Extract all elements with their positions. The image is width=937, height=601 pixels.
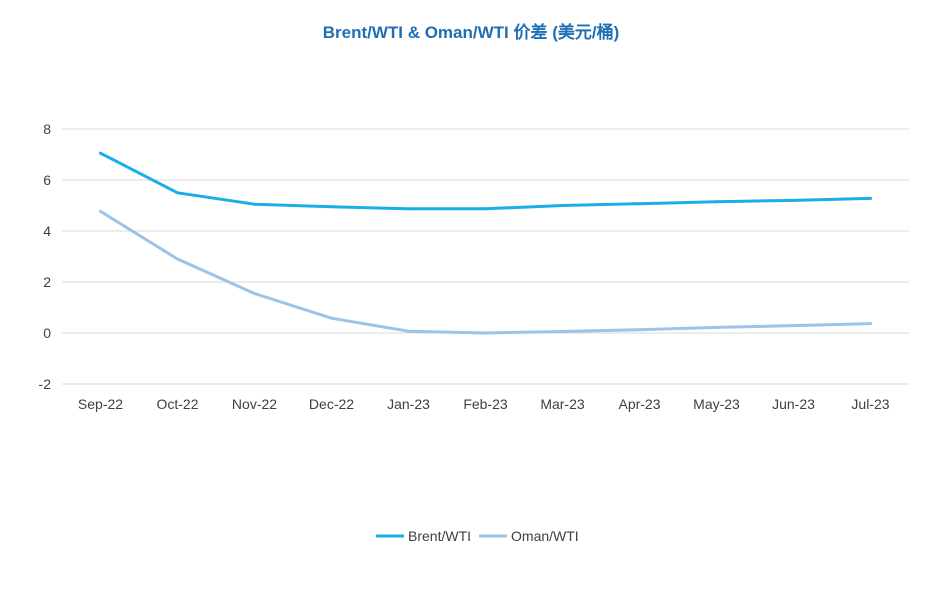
data-point bbox=[792, 198, 795, 202]
series-lines bbox=[99, 151, 872, 335]
data-point bbox=[176, 257, 179, 261]
data-point bbox=[715, 200, 718, 204]
x-tick-label: Jul-23 bbox=[851, 396, 889, 412]
data-point bbox=[330, 316, 333, 320]
x-tick-label: Mar-23 bbox=[540, 396, 585, 412]
data-point bbox=[99, 209, 102, 213]
data-point bbox=[407, 329, 410, 333]
y-tick-label: 0 bbox=[43, 325, 51, 341]
series-line-brent-wti bbox=[99, 151, 872, 211]
data-point bbox=[869, 196, 872, 200]
data-point bbox=[176, 191, 179, 195]
data-point bbox=[638, 328, 641, 332]
data-point bbox=[484, 207, 487, 211]
data-point bbox=[561, 329, 564, 333]
legend-label: Oman/WTI bbox=[511, 528, 579, 544]
data-point bbox=[330, 205, 333, 209]
y-tick-label: -2 bbox=[39, 376, 52, 392]
y-axis: 8 6 4 2 0 -2 bbox=[39, 121, 52, 392]
y-tick-label: 4 bbox=[43, 223, 51, 239]
data-point bbox=[869, 322, 872, 326]
x-tick-label: Nov-22 bbox=[232, 396, 277, 412]
data-point bbox=[99, 151, 102, 155]
series-line-oman-wti bbox=[99, 209, 872, 335]
y-tick-label: 6 bbox=[43, 172, 51, 188]
data-point bbox=[561, 204, 564, 207]
grid-lines bbox=[62, 128, 909, 385]
x-tick-label: Feb-23 bbox=[463, 396, 508, 412]
x-tick-label: Sep-22 bbox=[78, 396, 123, 412]
data-point bbox=[253, 202, 256, 206]
x-tick-label: Apr-23 bbox=[618, 396, 660, 412]
x-tick-label: Jan-23 bbox=[387, 396, 430, 412]
y-tick-label: 8 bbox=[43, 121, 51, 137]
data-point bbox=[484, 331, 487, 335]
x-tick-label: May-23 bbox=[693, 396, 740, 412]
data-point bbox=[253, 291, 256, 295]
data-point bbox=[407, 207, 410, 211]
legend-label: Brent/WTI bbox=[408, 528, 471, 544]
data-point bbox=[715, 325, 718, 329]
x-tick-label: Dec-22 bbox=[309, 396, 354, 412]
chart-title: Brent/WTI & Oman/WTI 价差 (美元/桶) bbox=[323, 22, 620, 42]
x-axis: Sep-22 Oct-22 Nov-22 Dec-22 Jan-23 Feb-23 Mar-… bbox=[78, 396, 890, 412]
y-tick-label: 2 bbox=[43, 274, 51, 290]
x-tick-label: Jun-23 bbox=[772, 396, 815, 412]
data-point bbox=[792, 324, 795, 328]
x-tick-label: Oct-22 bbox=[156, 396, 198, 412]
data-point bbox=[638, 202, 641, 206]
legend: Brent/WTI Oman/WTI bbox=[376, 528, 579, 544]
